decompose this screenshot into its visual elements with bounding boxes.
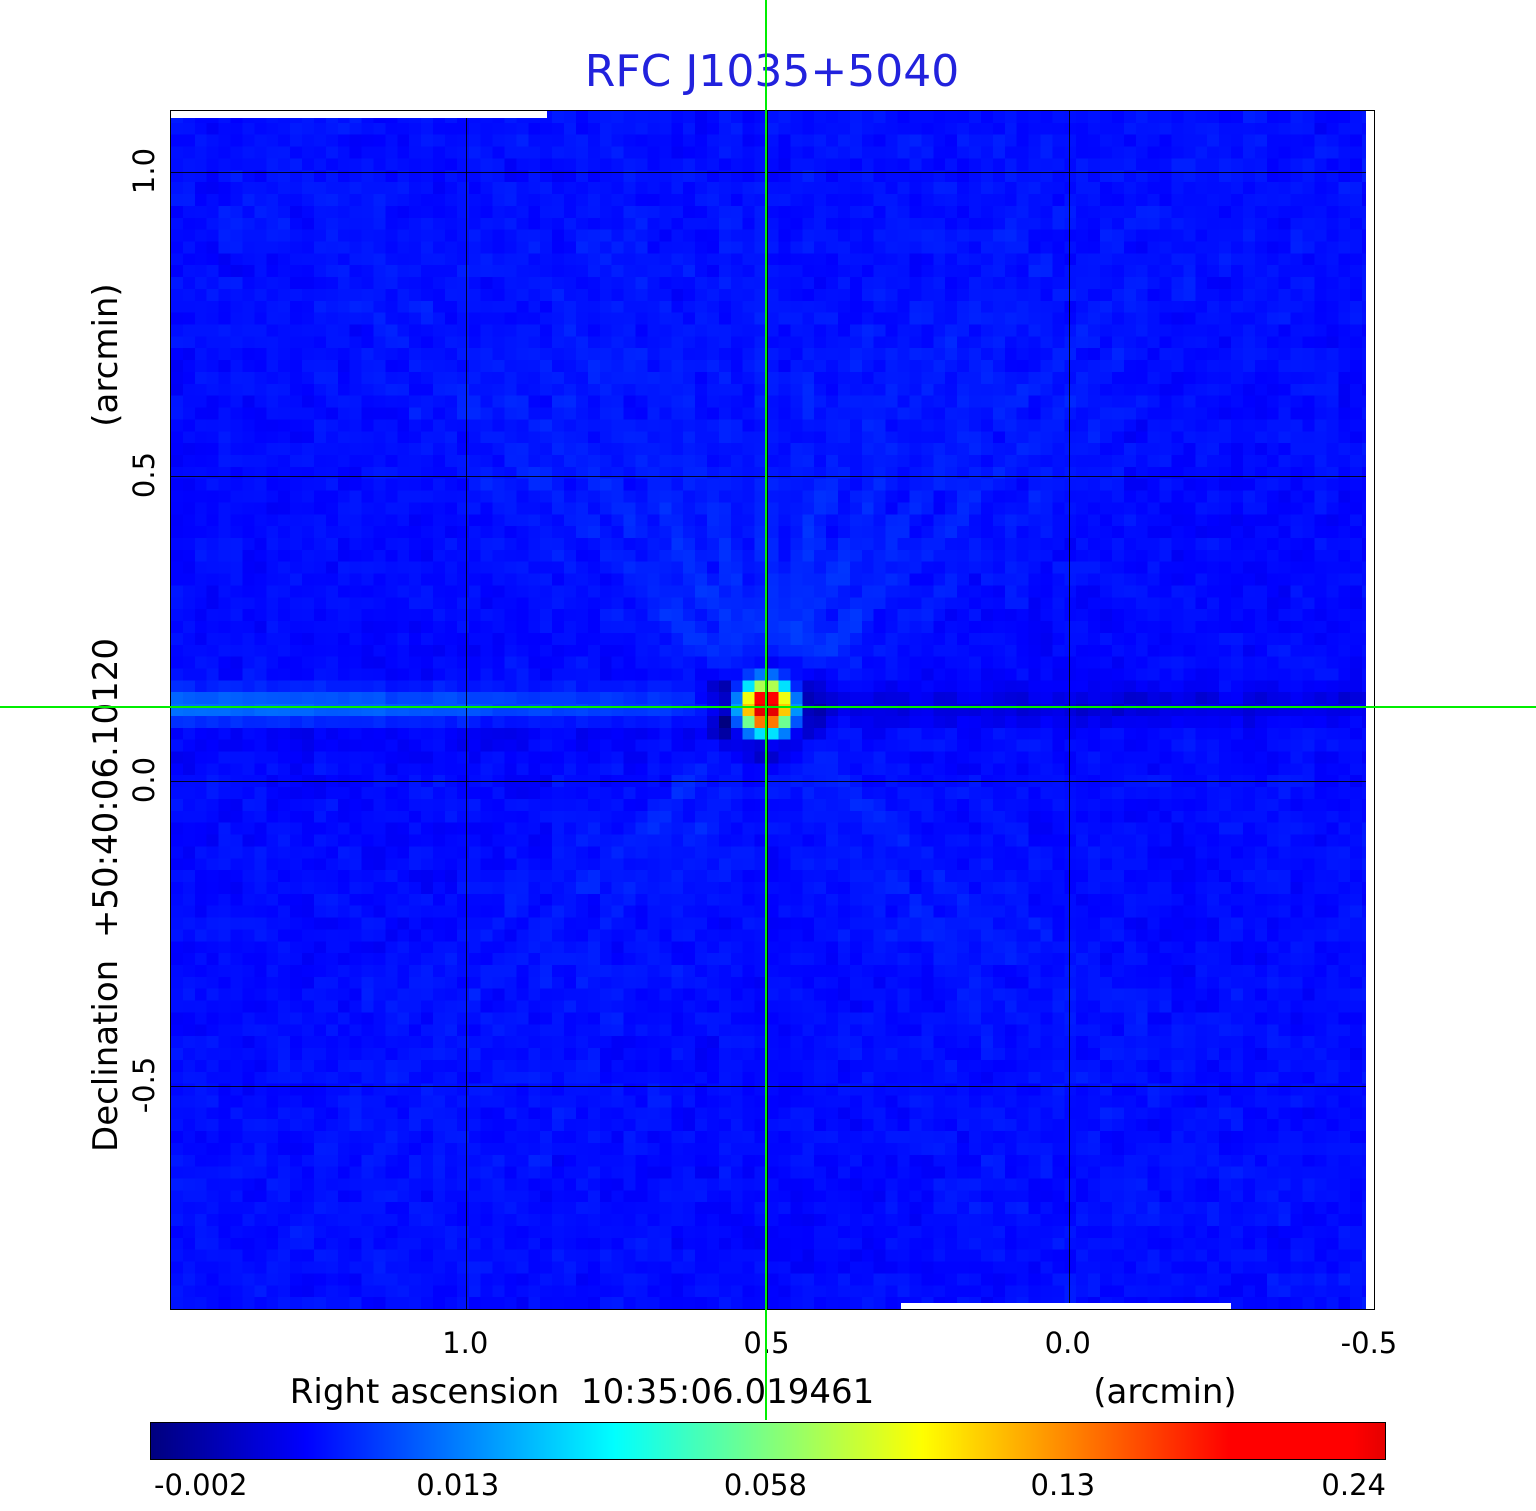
y-tick-label: 0.0	[127, 756, 161, 804]
figure-title: RFC J1035+5040	[584, 46, 960, 97]
y-tick-label: -0.5	[127, 1056, 161, 1113]
gridline-vertical	[1068, 111, 1070, 1309]
intensity-map-canvas	[171, 111, 1374, 1309]
colorbar-tick-label: 0.013	[416, 1468, 500, 1502]
y-axis-label: Declination +50:40:06.10120	[86, 638, 126, 1152]
sky-map-plot	[170, 110, 1375, 1310]
y-tick-label: 0.5	[127, 452, 161, 499]
x-tick-label: 1.0	[442, 1326, 489, 1360]
y-tick-label: 1.0	[127, 147, 161, 194]
gridline-horizontal	[171, 171, 1374, 173]
gridline-horizontal	[171, 476, 1374, 478]
x-axis-unit-label: (arcmin)	[1093, 1372, 1237, 1412]
x-tick-label: -0.5	[1340, 1326, 1398, 1360]
colorbar-tick-label: 0.058	[723, 1468, 807, 1502]
gridline-vertical	[767, 111, 769, 1309]
map-coverage-gap-right	[1366, 111, 1374, 1309]
map-coverage-gap-bottom	[901, 1303, 1231, 1309]
map-coverage-gap-top	[171, 111, 547, 118]
crosshair-horizontal-line	[0, 705, 1536, 708]
y-axis-unit-label: (arcmin)	[86, 283, 126, 427]
crosshair-vertical-line	[765, 0, 768, 1420]
gridline-vertical	[466, 111, 468, 1309]
colorbar-gradient	[150, 1422, 1386, 1460]
x-tick-label: 0.0	[1044, 1326, 1091, 1360]
colorbar-tick-label: 0.24	[1321, 1468, 1386, 1502]
x-axis-label: Right ascension 10:35:06.019461	[289, 1372, 875, 1412]
colorbar-tick-label: 0.13	[1030, 1468, 1096, 1502]
colorbar-tick-label: -0.002	[154, 1468, 248, 1502]
gridline-horizontal	[171, 1085, 1374, 1087]
gridline-horizontal	[171, 781, 1374, 783]
